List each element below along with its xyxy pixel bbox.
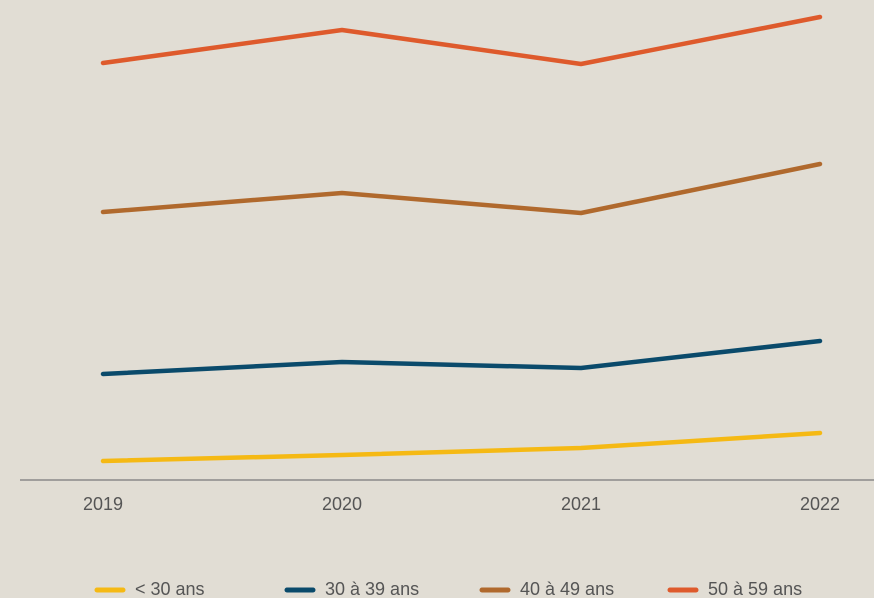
legend-label: 50 à 59 ans	[708, 579, 802, 598]
legend-label: 40 à 49 ans	[520, 579, 614, 598]
x-tick-label: 2019	[83, 494, 123, 514]
x-tick-label: 2021	[561, 494, 601, 514]
x-tick-label: 2020	[322, 494, 362, 514]
x-tick-label: 2022	[800, 494, 840, 514]
legend-label: 30 à 39 ans	[325, 579, 419, 598]
series-line	[100, 430, 823, 464]
series-line	[100, 14, 823, 67]
series-line	[100, 161, 823, 216]
series-line	[100, 338, 823, 377]
legend-label: < 30 ans	[135, 579, 205, 598]
